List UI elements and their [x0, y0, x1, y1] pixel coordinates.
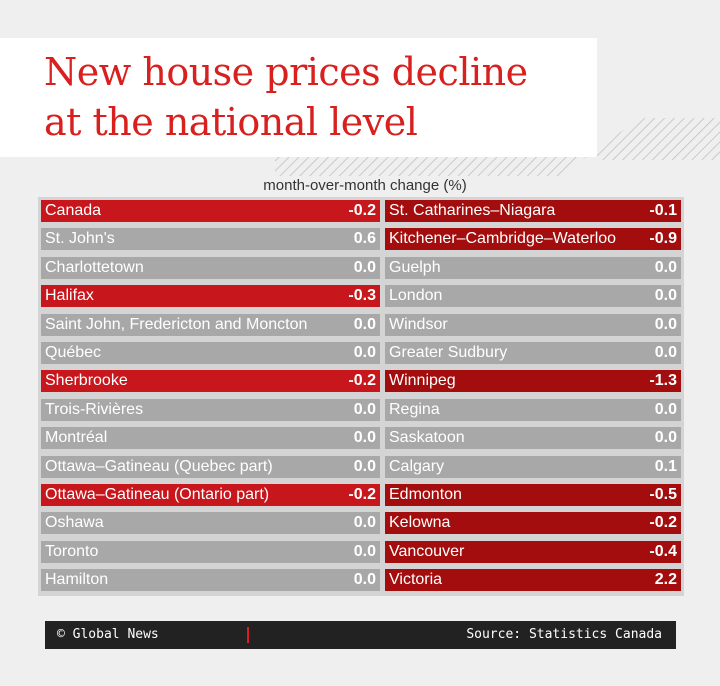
source: Source: Statistics Canada: [466, 627, 662, 642]
row-label: Edmonton: [389, 486, 462, 503]
row-value: 0.0: [654, 400, 677, 418]
row-value: -0.2: [649, 514, 677, 532]
row-label: Hamilton: [45, 571, 109, 589]
table: Canada -0.2 St. John's 0.6 Charlottetown 0.0 H…: [38, 197, 684, 596]
table-row: Charlottetown 0.0: [41, 256, 380, 279]
row-label: Victoria: [389, 571, 443, 589]
table-row: Toronto 0.0: [41, 540, 380, 563]
table-row: Winnipeg -1.3: [385, 370, 681, 393]
row-label: Ottawa–Gatineau (Ontario part): [45, 486, 270, 503]
divider: [247, 627, 249, 643]
table-row: Calgary 0.1: [385, 455, 681, 478]
row-value: 0.1: [654, 457, 677, 475]
table-row: Saskatoon 0.0: [385, 427, 681, 450]
row-value: 0.0: [353, 571, 376, 589]
row-value: 0.0: [353, 542, 376, 560]
row-value: -0.5: [649, 486, 677, 503]
table-row: St. John's 0.6: [41, 228, 380, 251]
row-value: -0.2: [348, 202, 376, 219]
row-label: Regina: [389, 400, 440, 418]
row-label: Québec: [45, 344, 102, 361]
row-value: 0.6: [353, 230, 376, 248]
table-row: Ottawa–Gatineau (Ontario part) -0.2: [41, 484, 380, 506]
row-label: Guelph: [389, 258, 441, 276]
table-row: Regina 0.0: [385, 398, 681, 421]
row-label: Kitchener–Cambridge–Waterloo: [389, 230, 617, 248]
row-value: 0.0: [353, 514, 376, 532]
row-value: 0.0: [353, 315, 376, 333]
row-label: Saint John, Fredericton and Moncton: [45, 315, 308, 333]
row-value: 0.0: [353, 258, 376, 276]
table-row: Edmonton -0.5: [385, 484, 681, 506]
row-label: Vancouver: [389, 542, 465, 560]
footer: © Global News Source: Statistics Canada: [45, 621, 676, 649]
row-label: Oshawa: [45, 514, 104, 532]
credit: © Global News: [57, 627, 159, 642]
row-value: 0.0: [353, 457, 376, 475]
subtitle: month-over-month change (%): [263, 177, 467, 194]
row-label: Saskatoon: [389, 429, 465, 447]
table-row: Saint John, Fredericton and Moncton 0.0: [41, 313, 380, 336]
table-row: Windsor 0.0: [385, 313, 681, 336]
row-label: St. Catharines–Niagara: [389, 202, 556, 219]
row-label: Sherbrooke: [45, 372, 128, 390]
table-row: Canada -0.2: [41, 200, 380, 222]
table-row: Guelph 0.0: [385, 256, 681, 279]
row-value: 0.0: [654, 429, 677, 447]
table-row: Halifax -0.3: [41, 285, 380, 308]
table-row: Montréal 0.0: [41, 427, 380, 450]
table-row: Québec 0.0: [41, 342, 380, 364]
row-value: -0.1: [649, 202, 677, 219]
hatch-decoration: [275, 118, 720, 176]
row-label: Canada: [45, 202, 102, 219]
row-value: 0.0: [654, 315, 677, 333]
table-row: Ottawa–Gatineau (Quebec part) 0.0: [41, 455, 380, 478]
row-label: Halifax: [45, 287, 94, 305]
table-row: Kitchener–Cambridge–Waterloo -0.9: [385, 228, 681, 251]
row-label: Kelowna: [389, 514, 451, 532]
row-value: 0.0: [353, 344, 376, 361]
row-label: Ottawa–Gatineau (Quebec part): [45, 457, 273, 475]
table-row: Vancouver -0.4: [385, 540, 681, 563]
table-row: Trois-Rivières 0.0: [41, 398, 380, 421]
row-value: 0.0: [654, 287, 677, 305]
table-row: Victoria 2.2: [385, 569, 681, 592]
row-value: -0.4: [649, 542, 677, 560]
table-row: Kelowna -0.2: [385, 512, 681, 535]
row-value: 0.0: [654, 344, 677, 361]
title-line: at the national level: [44, 100, 418, 144]
title-line: New house prices decline: [44, 50, 528, 94]
table-row: Oshawa 0.0: [41, 512, 380, 535]
row-label: St. John's: [45, 230, 115, 248]
row-label: Montréal: [45, 429, 108, 447]
table-row: St. Catharines–Niagara -0.1: [385, 200, 681, 222]
row-value: -0.2: [348, 372, 376, 390]
row-value: -0.9: [649, 230, 677, 248]
row-label: Windsor: [389, 315, 448, 333]
row-value: 0.0: [353, 429, 376, 447]
table-row: London 0.0: [385, 285, 681, 308]
row-label: Winnipeg: [389, 372, 456, 390]
row-label: Toronto: [45, 542, 99, 560]
row-value: -1.3: [649, 372, 677, 390]
row-value: 0.0: [654, 258, 677, 276]
row-value: 2.2: [654, 571, 677, 589]
row-label: Greater Sudbury: [389, 344, 508, 361]
title-box: New house prices decline at the national…: [0, 38, 597, 157]
row-label: Trois-Rivières: [45, 400, 144, 418]
row-label: London: [389, 287, 443, 305]
row-label: Calgary: [389, 457, 445, 475]
row-value: 0.0: [353, 400, 376, 418]
row-value: -0.2: [348, 486, 376, 503]
row-value: -0.3: [348, 287, 376, 305]
table-row: Sherbrooke -0.2: [41, 370, 380, 393]
table-row: Greater Sudbury 0.0: [385, 342, 681, 364]
table-row: Hamilton 0.0: [41, 569, 380, 592]
row-label: Charlottetown: [45, 258, 144, 276]
